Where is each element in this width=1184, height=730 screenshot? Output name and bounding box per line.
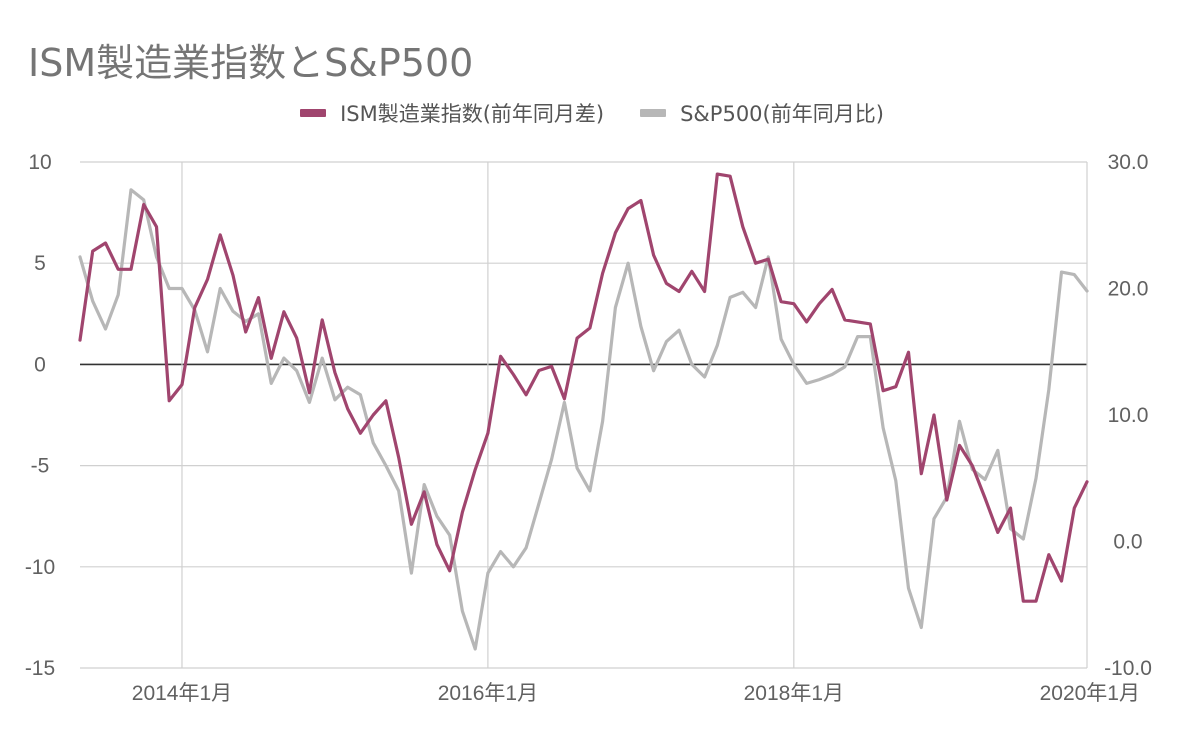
legend-swatch-ism — [300, 109, 327, 117]
legend-label-sp500: S&P500(前年同月比) — [680, 102, 884, 126]
left-tick-label: -15 — [25, 657, 55, 680]
chart-title: ISM製造業指数とS&P500 — [28, 41, 474, 85]
series-layer — [78, 172, 1089, 651]
left-tick-label: -10 — [25, 556, 55, 579]
series-line-sp500 — [78, 188, 1089, 651]
legend-label-ism: ISM製造業指数(前年同月差) — [340, 102, 605, 126]
grid-layer — [80, 161, 1088, 669]
legend: ISM製造業指数(前年同月差) S&P500(前年同月比) — [0, 98, 1184, 128]
axis-layer: 10 5 0 -5 -10 -15 30.0 20.0 10.0 0.0 -10.0 2014年1月 2… — [25, 151, 1152, 705]
left-tick-label: 5 — [34, 252, 46, 275]
left-tick-label: -5 — [31, 455, 50, 478]
right-tick-label: 10.0 — [1108, 404, 1149, 427]
right-tick-label: -10.0 — [1104, 657, 1152, 680]
right-tick-label: 30.0 — [1108, 151, 1149, 174]
x-tick-label: 2020年1月 — [1040, 682, 1140, 705]
legend-swatch-sp500 — [640, 109, 667, 117]
legend-item-ism: ISM製造業指数(前年同月差) — [300, 98, 604, 128]
left-tick-label: 10 — [28, 151, 51, 174]
right-tick-label: 20.0 — [1108, 278, 1149, 301]
series-line-ism — [78, 172, 1089, 603]
x-tick-label: 2014年1月 — [132, 682, 232, 705]
x-tick-label: 2018年1月 — [744, 682, 844, 705]
left-tick-label: 0 — [34, 353, 46, 376]
legend-item-sp500: S&P500(前年同月比) — [640, 98, 884, 128]
right-tick-label: 0.0 — [1113, 531, 1142, 554]
x-tick-label: 2016年1月 — [438, 682, 538, 705]
